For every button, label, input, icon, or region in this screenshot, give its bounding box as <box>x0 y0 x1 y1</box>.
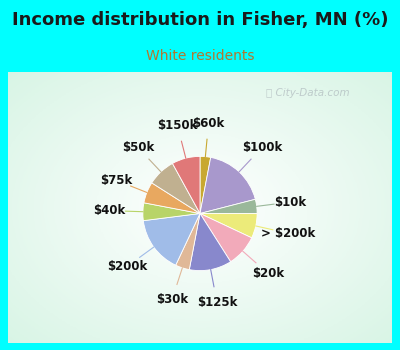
Wedge shape <box>143 214 200 265</box>
Text: $200k: $200k <box>107 260 147 273</box>
Text: $100k: $100k <box>242 141 282 154</box>
Wedge shape <box>189 214 231 271</box>
Text: $75k: $75k <box>100 174 132 187</box>
Text: $10k: $10k <box>274 196 306 209</box>
Text: $125k: $125k <box>197 296 237 309</box>
Text: $60k: $60k <box>192 117 225 130</box>
Wedge shape <box>143 203 200 220</box>
Wedge shape <box>176 214 200 270</box>
Text: $150k: $150k <box>157 119 198 132</box>
Wedge shape <box>200 214 252 262</box>
Wedge shape <box>200 214 257 238</box>
Text: Ⓜ City-Data.com: Ⓜ City-Data.com <box>266 89 349 98</box>
Text: Income distribution in Fisher, MN (%): Income distribution in Fisher, MN (%) <box>12 11 388 29</box>
Wedge shape <box>200 158 255 214</box>
Text: $40k: $40k <box>94 204 126 217</box>
Text: $30k: $30k <box>156 293 188 306</box>
Wedge shape <box>144 183 200 214</box>
Wedge shape <box>172 156 200 214</box>
Text: $20k: $20k <box>252 267 284 280</box>
Text: $50k: $50k <box>122 141 154 154</box>
Wedge shape <box>200 156 211 214</box>
Wedge shape <box>200 199 257 214</box>
Text: White residents: White residents <box>146 49 254 63</box>
Wedge shape <box>152 163 200 214</box>
Text: > $200k: > $200k <box>261 227 315 240</box>
